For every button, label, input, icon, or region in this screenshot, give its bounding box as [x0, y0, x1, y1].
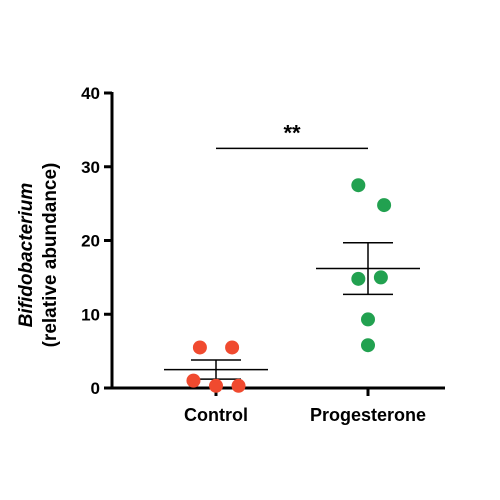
y-tick-label: 30: [81, 158, 100, 177]
data-point: [377, 198, 392, 213]
y-axis-label: Bifidobacterium (relative abundance): [16, 163, 61, 348]
data-point: [351, 178, 366, 193]
x-categories: Control Progesterone: [184, 388, 426, 425]
y-tick-label: 40: [81, 84, 100, 103]
data-point: [186, 373, 201, 388]
y-axis-label-species: Bifidobacterium: [16, 183, 37, 328]
data-point: [209, 378, 223, 393]
y-tick-label: 20: [81, 232, 100, 251]
data-points: [186, 178, 392, 393]
data-point: [351, 271, 366, 286]
data-point: [361, 338, 375, 353]
significance-label: **: [283, 120, 301, 145]
data-point: [361, 312, 375, 327]
y-tick-label: 0: [91, 379, 100, 398]
data-point: [225, 340, 240, 355]
data-point: [231, 378, 246, 393]
x-category-label: Progesterone: [310, 405, 426, 425]
y-axis-label-units: (relative abundance): [40, 163, 61, 348]
y-tick-label: 10: [81, 305, 100, 324]
x-category-label: Control: [184, 405, 248, 425]
axes: 0 10 20 30 40 Control Progesterone: [81, 84, 445, 425]
data-point: [373, 270, 388, 285]
y-ticks: 0 10 20 30 40: [81, 84, 112, 398]
error-bars: [164, 241, 420, 380]
significance: **: [216, 120, 368, 150]
data-point: [192, 340, 207, 355]
